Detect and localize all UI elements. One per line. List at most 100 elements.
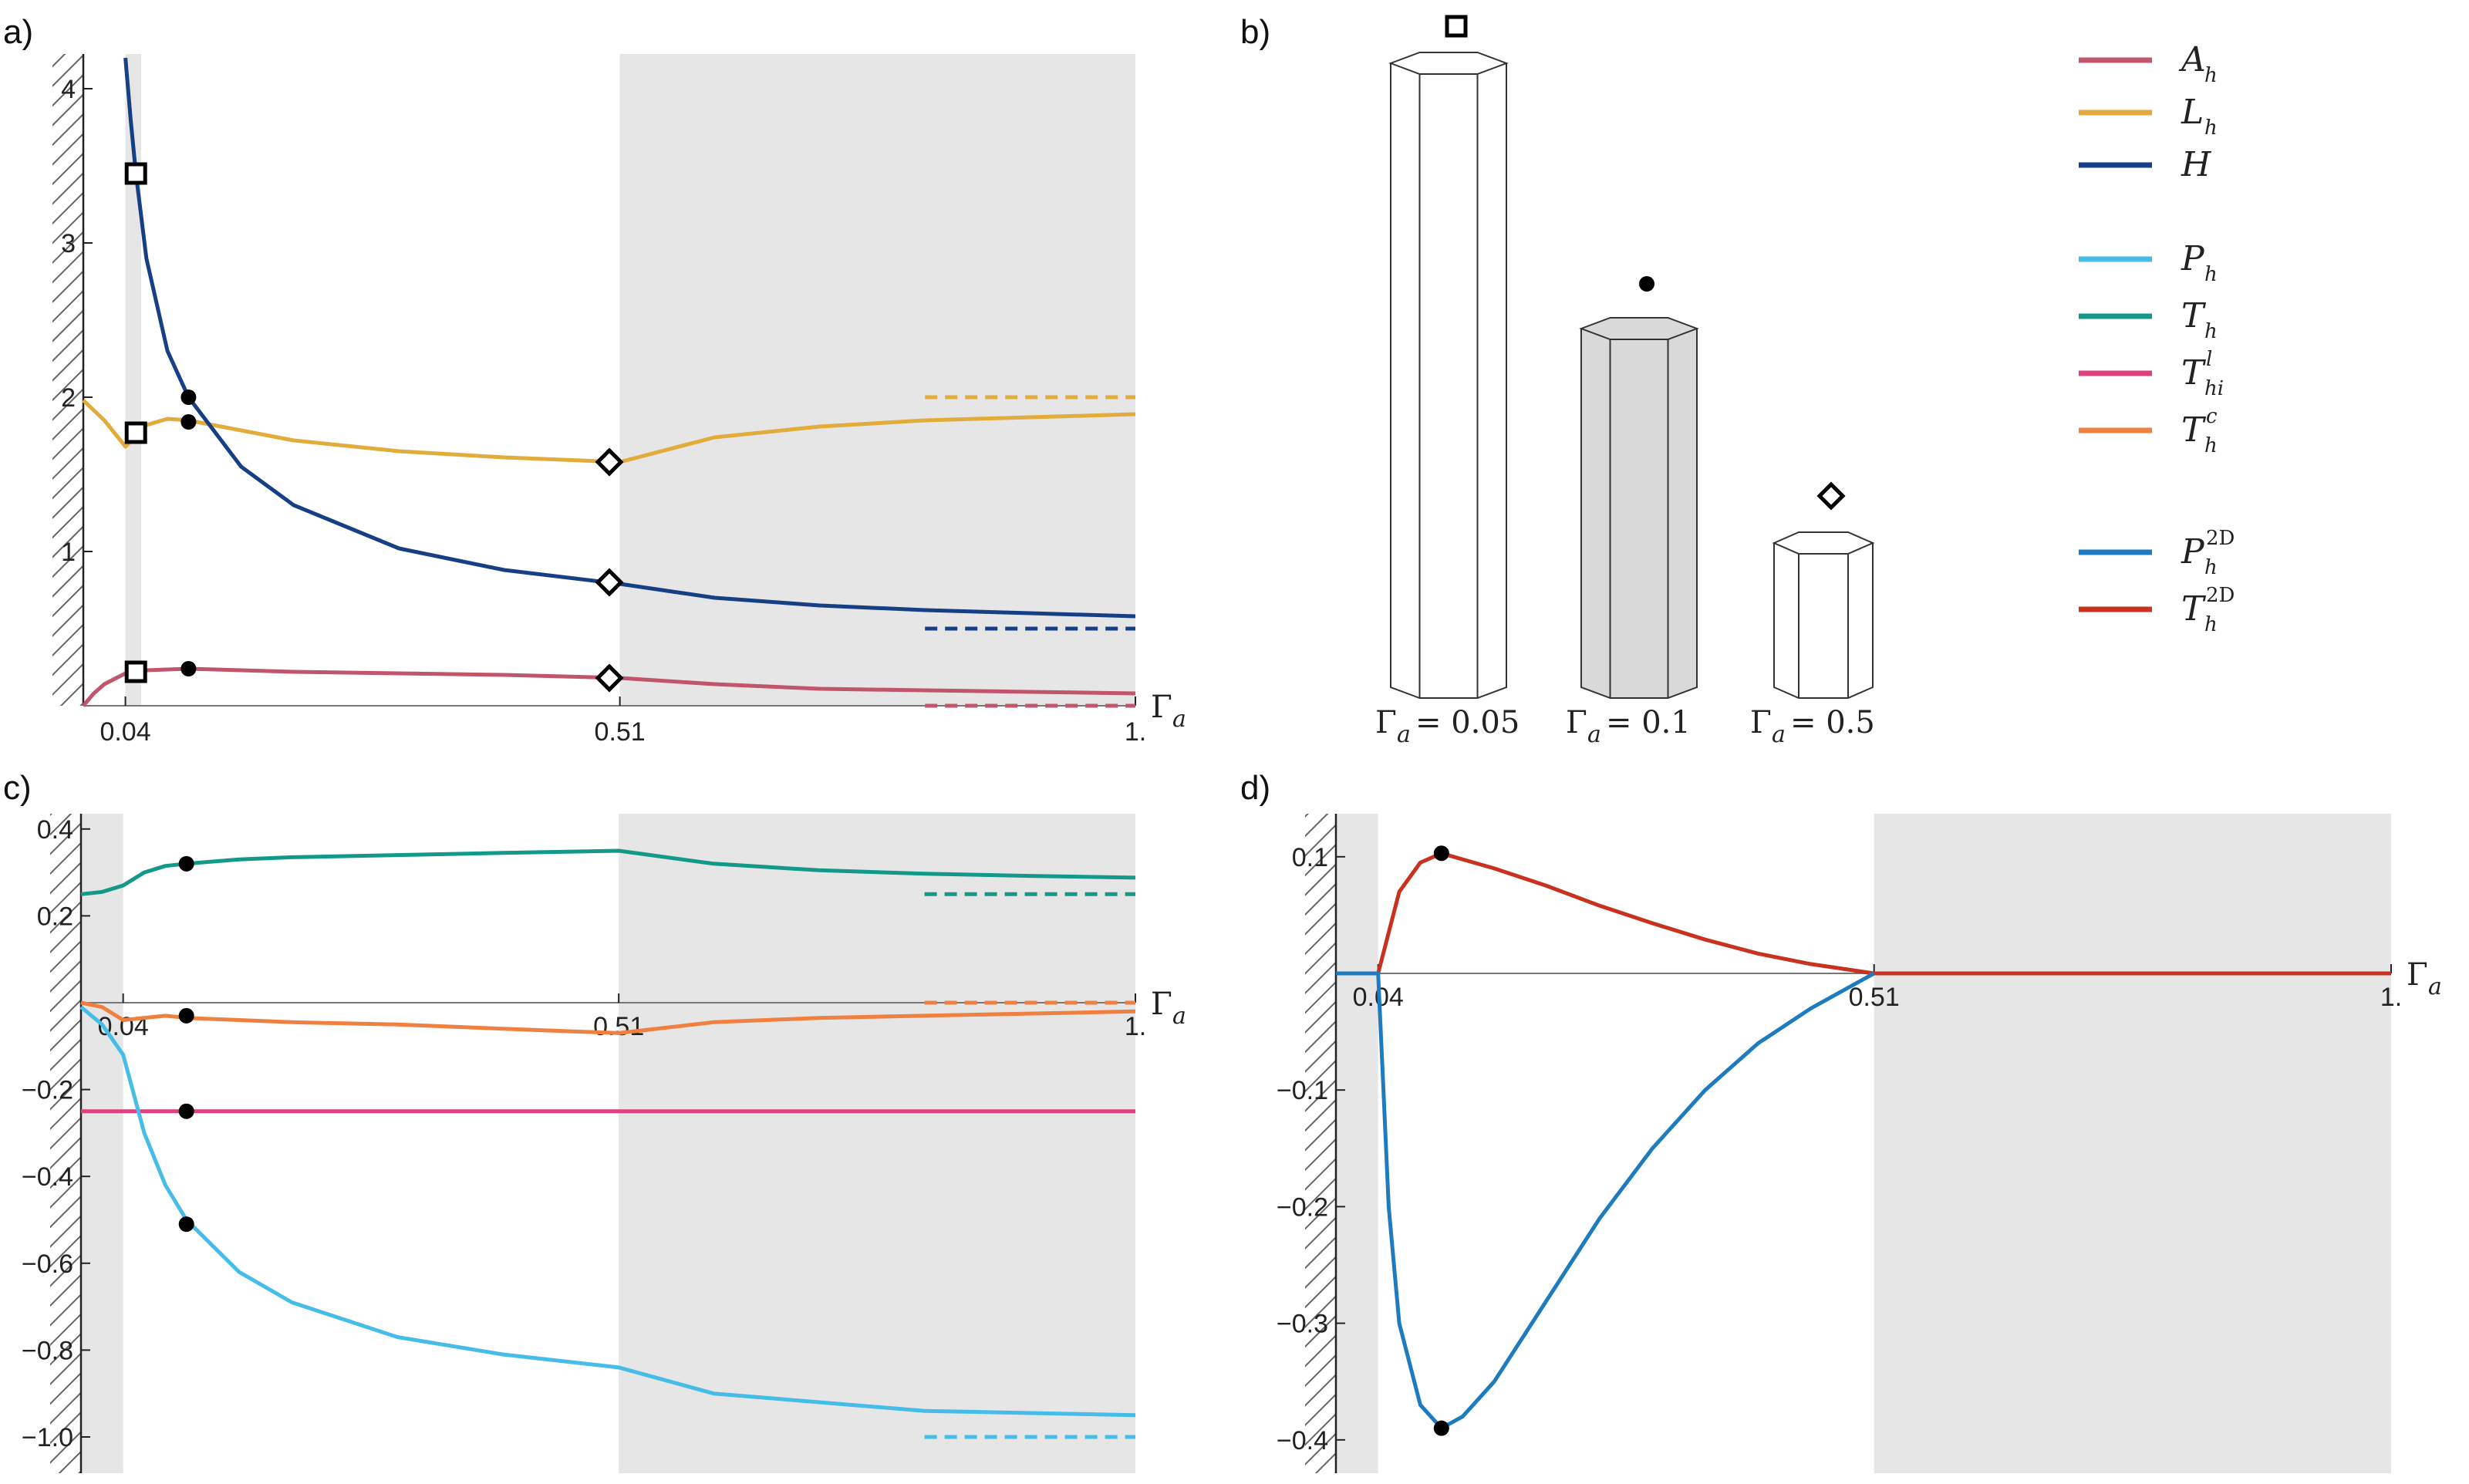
gamma-value: = 0.05	[1415, 705, 1520, 740]
y-tick-label: −0.2	[22, 1076, 73, 1105]
prism-body	[1390, 62, 1507, 699]
shaded-region	[619, 814, 1135, 1473]
gamma-symbol: Γ	[1375, 705, 1397, 740]
legend-subscript: h	[2204, 320, 2218, 343]
marker-circle	[180, 661, 197, 676]
marker-circle	[1433, 845, 1449, 862]
panel-b-label: b)	[1240, 13, 1270, 51]
excluded-region-hatch	[50, 814, 81, 1473]
series-line-P-h-2D	[1336, 971, 1875, 1431]
gamma-symbol: Γ	[1566, 705, 1587, 740]
gamma-symbol: Γ	[1750, 705, 1772, 740]
marker-circle	[178, 1007, 194, 1024]
gamma-subscript: a	[1772, 721, 1786, 748]
legend-name: P	[2181, 532, 2205, 572]
panel-c-plot: 0.40.2−0.2−0.4−0.6−0.8−1.00.04 0.51 1.Γ a	[22, 814, 1186, 1473]
legend-entry: Ah	[2079, 40, 2218, 87]
legend-subscript: h	[2204, 116, 2218, 140]
x-tick-label: 1.	[1125, 717, 1146, 747]
y-tick-label: −0.2	[1277, 1192, 1328, 1222]
y-tick-label: −0.8	[22, 1336, 73, 1365]
marker-diamond	[595, 568, 624, 597]
y-tick-label: −0.6	[22, 1250, 73, 1279]
marker-square	[124, 660, 147, 683]
gamma-subscript: a	[2428, 973, 2442, 1000]
legend-entry: H	[2079, 145, 2212, 184]
y-tick-label: 3	[61, 229, 76, 258]
x-tick-label: 0.51	[595, 717, 646, 747]
legend-name: H	[2181, 145, 2212, 184]
legend-subscript: h	[2204, 263, 2218, 286]
y-tick-label: 2	[61, 383, 76, 413]
series-line-H	[123, 57, 1136, 619]
marker-circle	[178, 1216, 194, 1233]
x-tick-label: 0.51	[593, 1012, 644, 1041]
gamma-symbol: Γ	[1151, 987, 1172, 1022]
y-tick-label: 4	[61, 75, 76, 104]
prism-marker-diamond	[1816, 481, 1846, 511]
y-tick-label: −0.1	[1277, 1076, 1328, 1105]
legend-superscript: l	[2206, 348, 2212, 371]
shaded-region	[1874, 814, 2391, 1473]
gamma-symbol: Γ	[2407, 957, 2428, 993]
shaded-region	[81, 814, 123, 1473]
marker-diamond	[595, 663, 624, 693]
legend-subscript: h	[2204, 556, 2218, 579]
y-tick-label: −0.3	[1277, 1310, 1328, 1339]
prism-marker-circle	[1639, 276, 1654, 292]
gamma-symbol: Γ	[1151, 690, 1172, 725]
panel-d-plot: 0.1−0.1−0.2−0.3−0.40.04 0.51 1.Γ a	[1277, 814, 2442, 1473]
legend-superscript: 2D	[2206, 527, 2235, 550]
marker-circle	[180, 414, 197, 430]
panel-c-label: c)	[3, 769, 32, 807]
y-tick-label: −1.0	[22, 1423, 73, 1452]
y-tick-label: 1	[61, 538, 76, 567]
x-tick-label: 1.	[1125, 1012, 1146, 1041]
x-tick-label: 1.	[2380, 983, 2402, 1012]
shaded-region	[1336, 814, 1378, 1473]
legend-name: T	[2181, 410, 2207, 450]
legend-subscript: h	[2204, 613, 2218, 636]
panel-d-label: d)	[1240, 769, 1270, 807]
gamma-value: = 0.5	[1790, 705, 1875, 740]
shaded-region	[125, 54, 142, 706]
legend-name: T	[2181, 353, 2207, 393]
panel-a-plot: 1 2 3 4 0.04 0.51 1.Γ a	[52, 54, 1186, 747]
series-line-T-h	[80, 848, 1136, 896]
legend-name: T	[2181, 589, 2207, 629]
legend-entry: T 2D h	[2079, 584, 2235, 636]
gamma-subscript: a	[1397, 721, 1411, 748]
y-tick-label: 0.2	[37, 902, 73, 931]
y-tick-label: −0.4	[22, 1162, 73, 1192]
legend-entry: P 2D h	[2079, 527, 2235, 579]
x-tick-label: 0.04	[100, 717, 150, 747]
series-line-T-h-2D	[1336, 851, 2391, 976]
y-tick-label: −0.4	[1277, 1426, 1328, 1455]
panel-a-label: a)	[3, 13, 33, 51]
marker-circle	[178, 855, 194, 872]
marker-circle	[178, 1103, 194, 1119]
marker-circle	[180, 390, 197, 405]
x-tick-label: 0.51	[1849, 983, 1900, 1012]
excluded-region-hatch	[52, 54, 83, 706]
marker-square	[124, 162, 147, 185]
legend-subscript: hi	[2204, 377, 2224, 400]
legend-superscript: c	[2206, 405, 2218, 428]
gamma-subscript: a	[1587, 721, 1601, 748]
prism-body	[1773, 542, 1874, 699]
